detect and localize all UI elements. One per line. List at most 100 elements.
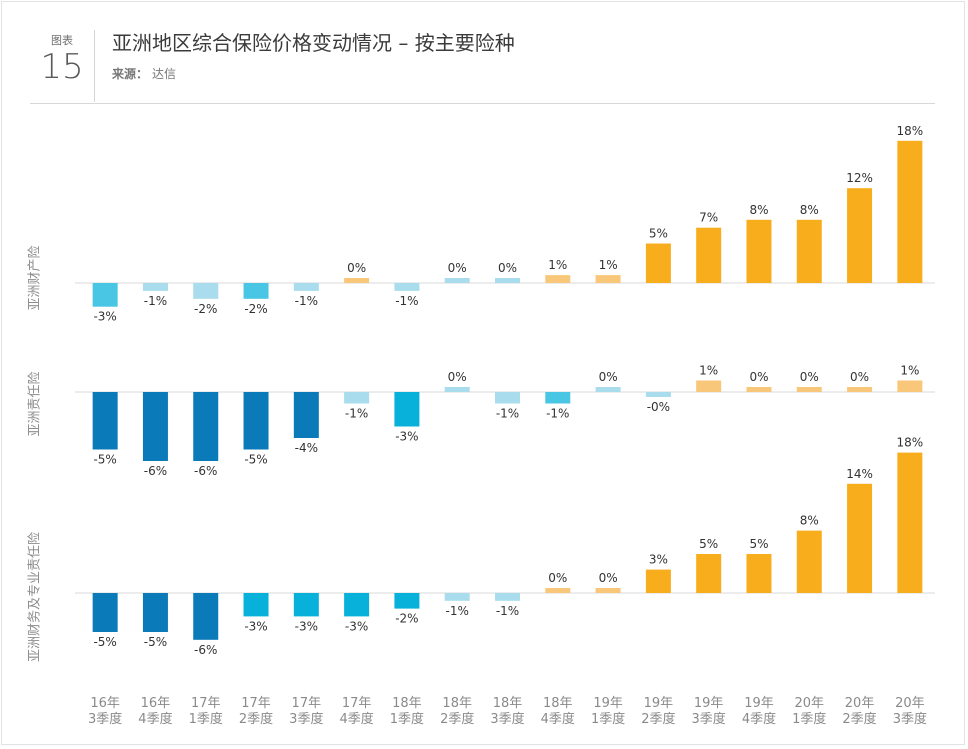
x-tick-label: 17年 [292,696,322,711]
figure-number-box: 图表 15 [30,30,95,102]
data-label: 1% [599,258,618,272]
bar [142,593,168,632]
data-label: 5% [699,537,718,551]
data-label: -3% [345,619,368,633]
bar [394,392,420,427]
data-label: -6% [194,464,217,478]
x-tick-label: 3季度 [490,711,524,727]
x-tick-label: 1季度 [591,711,625,727]
data-label: 0% [599,370,618,384]
data-label: -3% [295,619,318,633]
x-tick-label: 1季度 [390,711,424,727]
bar [142,283,168,291]
data-label: -6% [144,464,167,478]
bar [897,380,923,392]
bar [394,283,420,291]
x-tick-label: 19年 [593,696,623,711]
data-label: -1% [295,294,318,308]
bar [344,278,370,283]
data-label: 0% [850,370,869,384]
bar [193,283,219,299]
bar [193,392,219,461]
bar [142,392,168,461]
x-tick-label: 20年 [895,696,925,711]
bar [444,593,470,601]
x-tick-label: 1季度 [792,711,826,727]
data-label: -5% [93,453,116,467]
data-label: -1% [496,604,519,618]
chart-title: 亚洲地区综合保险价格变动情况 – 按主要险种 [112,31,515,55]
bar [293,283,319,291]
bar [746,387,772,392]
x-tick-label: 3季度 [88,711,122,727]
bar [495,278,520,283]
bar [696,380,722,392]
bar [92,593,118,632]
data-label: 14% [846,467,873,481]
x-tick-label: 3季度 [692,711,726,727]
x-tick-label: 17年 [191,696,221,711]
bar [746,554,772,593]
data-label: 3% [649,553,668,567]
x-tick-label: 17年 [241,696,271,711]
bar [595,275,621,283]
bar [696,227,722,283]
bar [495,593,520,601]
bar [92,283,118,307]
bar [545,275,571,283]
figure-label: 图表 [51,34,73,47]
source-text: 达信 [152,67,177,81]
bar [847,188,873,283]
x-tick-label: 19年 [644,696,674,711]
bar [746,219,772,283]
x-tick-label: 2季度 [440,711,474,727]
data-label: 5% [649,227,668,241]
data-label: 0% [448,370,467,384]
x-tick-label: 4季度 [742,711,776,727]
data-label: 0% [347,261,366,275]
x-tick-label: 3季度 [289,711,323,727]
bar [545,392,571,404]
data-label: 12% [846,171,873,185]
figure-number: 15 [40,47,84,87]
data-label: -3% [395,430,418,444]
x-tick-label: 18年 [442,696,472,711]
bar [645,392,671,397]
data-label: -1% [144,294,167,308]
data-label: 0% [749,370,768,384]
data-label: 0% [498,261,517,275]
bar [796,530,822,593]
data-label: 5% [749,537,768,551]
data-label: 18% [897,124,924,138]
bar [595,387,621,392]
x-tick-label: 1季度 [189,711,223,727]
x-tick-label: 18年 [493,696,523,711]
bar [495,392,520,404]
data-label: -0% [647,400,670,414]
x-tick-label: 4季度 [138,711,172,727]
data-label: 0% [599,571,618,585]
data-label: 1% [548,258,567,272]
bar [394,593,420,609]
bar [696,554,722,593]
x-tick-label: 20年 [794,696,824,711]
source-line: 来源： 达信 [112,65,176,82]
data-label: -2% [194,302,217,316]
data-label: -4% [295,441,318,455]
bar [847,387,873,392]
x-tick-label: 19年 [744,696,774,711]
data-label: 0% [548,571,567,585]
bar [444,278,470,283]
x-tick-label: 16年 [141,696,171,711]
header-divider [30,103,935,104]
data-label: -2% [395,612,418,626]
bar [344,593,370,617]
x-tick-label: 17年 [342,696,372,711]
data-label: 8% [800,514,819,528]
x-tick-label: 4季度 [339,711,373,727]
bar [645,569,671,593]
data-label: 18% [897,436,924,450]
bar [92,392,118,450]
